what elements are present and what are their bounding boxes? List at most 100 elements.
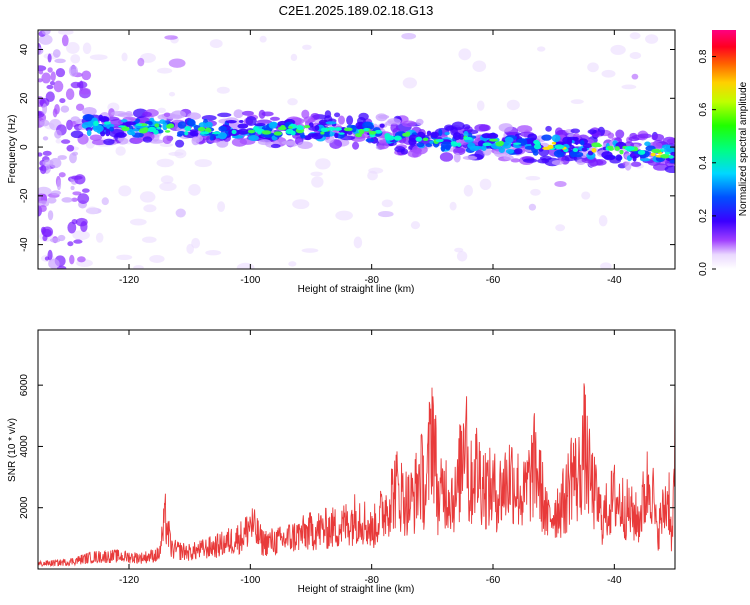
heatmap-cell-882 [498, 147, 506, 154]
heatmap-cell-608 [187, 112, 202, 120]
heatmap-cell-87 [216, 86, 230, 94]
heatmap-cell-814 [135, 118, 141, 123]
heatmap-cell-25 [598, 215, 608, 227]
heatmap-cell-813 [120, 119, 128, 123]
heatmap-cell-625 [163, 112, 171, 118]
heatmap-cell-991 [551, 141, 557, 145]
heatmap-cell-878 [85, 127, 93, 132]
heatmap-cell-89 [537, 46, 546, 52]
heatmap-cell-729 [639, 157, 651, 162]
heatmap-cell-960 [415, 136, 423, 142]
spectrogram-x-label: Height of straight line (km) [298, 284, 415, 295]
heatmap-cell-35 [449, 201, 457, 211]
heatmap-cell-94 [410, 221, 421, 230]
heatmap-cell-834 [669, 159, 675, 164]
spectrogram-x-tick-label-4: -40 [607, 275, 622, 286]
heatmap-cell-74 [174, 148, 187, 159]
heatmap-cell-520 [539, 155, 552, 161]
spectrogram-x-tick-label-1: -100 [240, 275, 260, 286]
heatmap-cell-0 [140, 52, 156, 63]
heatmap-cell-899 [524, 145, 535, 150]
heatmap-cell-1051 [327, 127, 336, 131]
heatmap-cell-919 [269, 121, 278, 127]
heatmap-cell-207 [41, 30, 51, 36]
heatmap-cell-947 [176, 133, 183, 137]
heatmap-cell-105 [160, 175, 174, 184]
heatmap-cell-30 [217, 201, 226, 213]
heatmap-cell-937 [362, 121, 373, 130]
heatmap-cell-869 [580, 139, 585, 146]
heatmap-cell-418 [545, 125, 552, 132]
colorbar-tick-label-1: 0.2 [698, 209, 709, 223]
heatmap-cell-859 [408, 134, 418, 143]
heatmap-cell-92 [288, 261, 297, 267]
heatmap-cell-110 [175, 208, 186, 218]
heatmap-cell-125 [72, 191, 82, 196]
heatmap-cell-53 [315, 158, 331, 170]
heatmap-cell-983 [135, 123, 143, 126]
heatmap-cell-135 [42, 136, 49, 141]
heatmap-cell-816 [186, 119, 196, 127]
heatmap-cell-815 [444, 131, 450, 136]
heatmap-cell-885 [416, 142, 425, 148]
heatmap-cell-67 [472, 60, 487, 72]
heatmap-cell-1045 [153, 129, 159, 135]
heatmap-cell-85 [381, 199, 393, 208]
heatmap-cell-663 [238, 120, 244, 124]
heatmap-cell-203 [69, 254, 75, 265]
spectrogram-x-tick-label-0: -120 [119, 275, 139, 286]
heatmap-cell-634 [387, 118, 401, 125]
heatmap-cell-58 [129, 218, 147, 226]
heatmap-cell-990 [211, 131, 221, 135]
heatmap-cell-165 [39, 97, 50, 107]
heatmap-cell-45 [645, 34, 659, 44]
heatmap-cell-989 [303, 124, 311, 129]
heatmap-cell-78 [402, 77, 417, 89]
heatmap-cell-496 [462, 155, 478, 161]
heatmap-cell-772 [532, 150, 539, 156]
heatmap-cell-380 [233, 109, 244, 119]
figure-title: C2E1.2025.189.02.18.G13 [279, 3, 434, 18]
heatmap-cell-108 [310, 171, 323, 177]
heatmap-cell-221 [56, 179, 62, 191]
heatmap-cell-778 [162, 122, 168, 131]
heatmap-cell-86 [458, 48, 472, 61]
heatmap-cell-566 [162, 135, 172, 144]
heatmap-cell-972 [451, 141, 458, 147]
heatmap-cell-755 [501, 141, 512, 149]
heatmap-cell-68 [530, 188, 541, 196]
heatmap-cell-112 [156, 158, 175, 168]
heatmap-cell-213 [57, 234, 66, 242]
heatmap-cell-646 [394, 146, 406, 153]
colorbar-tick-label-2: 0.4 [698, 155, 709, 169]
heatmap-cell-99 [164, 35, 178, 40]
heatmap-cell-1039 [200, 131, 210, 135]
heatmap-cell-988 [231, 129, 237, 135]
heatmap-cell-907 [334, 132, 339, 139]
heatmap-cell-88 [157, 107, 166, 113]
heatmap-cell-122 [61, 197, 73, 203]
heatmap-cell-37 [101, 197, 109, 206]
heatmap-cell-402 [628, 136, 640, 142]
heatmap-cell-4 [287, 98, 298, 106]
heatmap-cell-82 [168, 91, 176, 97]
heatmap-cell-637 [142, 136, 153, 143]
heatmap-cell-452 [453, 152, 461, 163]
heatmap-cell-126 [47, 53, 52, 63]
spectrogram-panel: -120 -100 -80 -60 -40 -40 -20 0 20 40 Height of … [7, 29, 676, 295]
heatmap-cell-791 [100, 130, 106, 137]
heatmap-cell-48 [621, 84, 637, 90]
heatmap-cell-222 [58, 172, 66, 178]
heatmap-cell-617 [324, 110, 332, 119]
heatmap-cell-1001 [287, 126, 293, 129]
snr-x-tick-label-0: -120 [119, 575, 139, 586]
heatmap-cell-225 [77, 193, 90, 204]
heatmap-cell-50 [133, 265, 144, 269]
heatmap-cell-1046 [343, 127, 353, 132]
colorbar-label: Normalized spectral amplitude [738, 81, 749, 216]
heatmap-cell-488 [474, 123, 490, 132]
spectrogram-y-label: Frequency (Hz) [7, 115, 18, 184]
heatmap-cell-942 [567, 136, 578, 140]
heatmap-cell-1023 [290, 130, 296, 136]
heatmap-cell-27 [86, 206, 99, 215]
